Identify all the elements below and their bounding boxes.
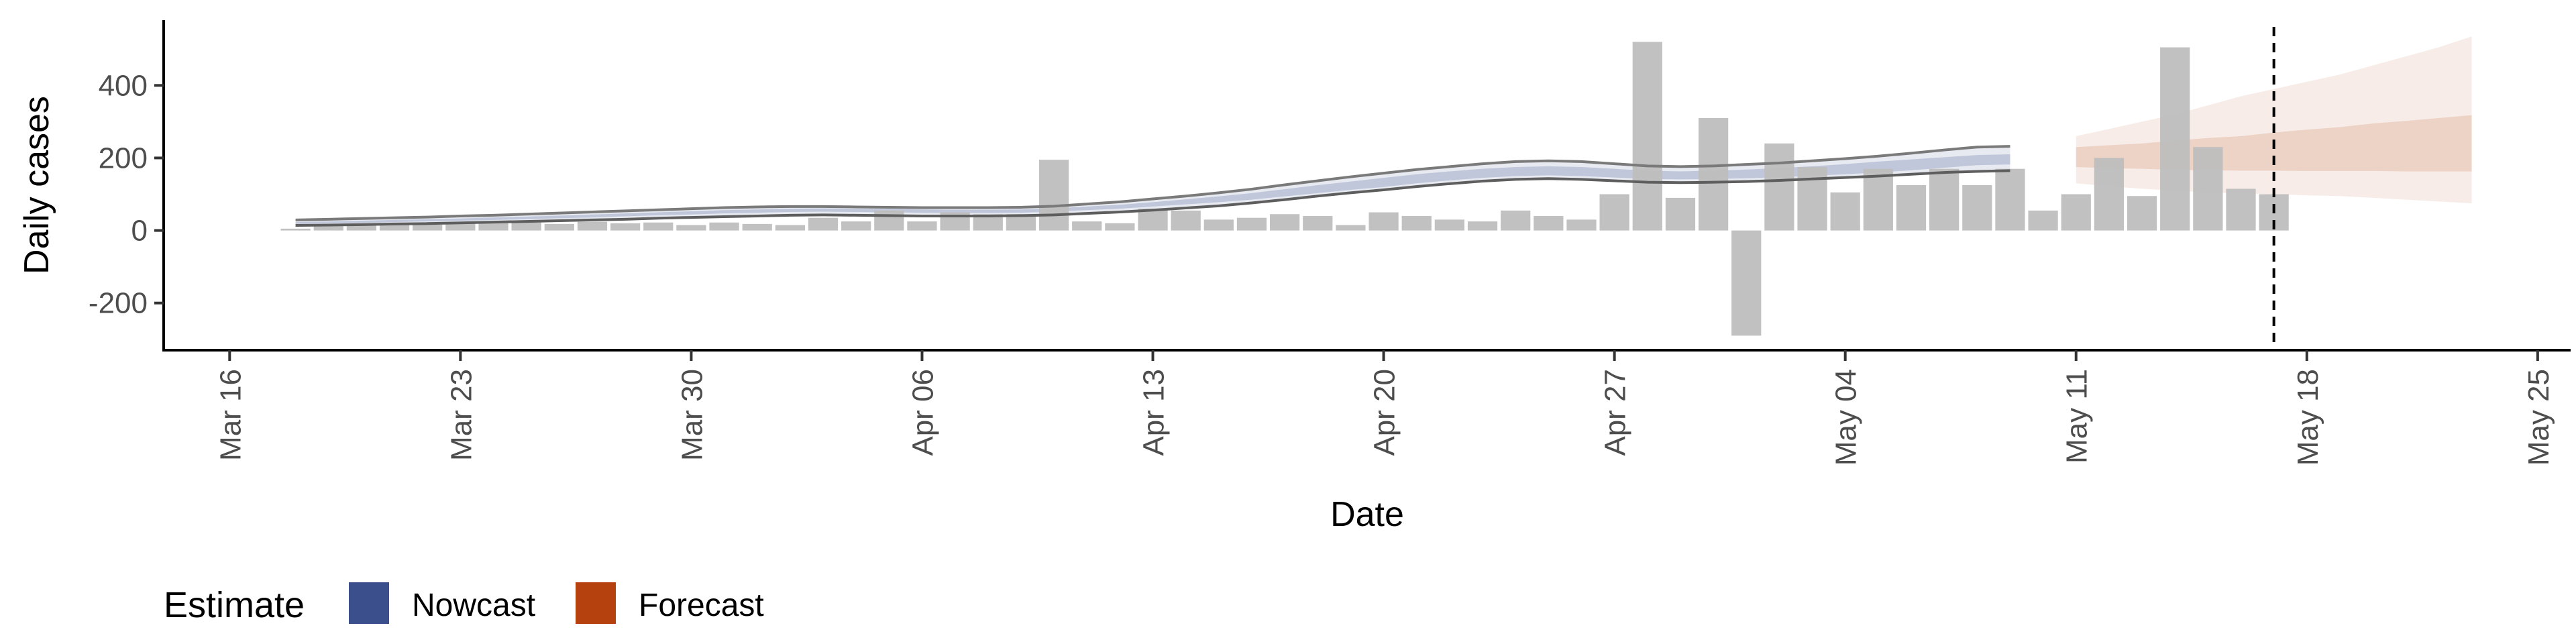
x-tick-label: Mar 23 (445, 369, 478, 461)
case-bar (676, 225, 706, 231)
case-bar (1797, 166, 1827, 231)
y-ticks: -200 0 200 400 (89, 69, 164, 320)
case-bar (2094, 158, 2125, 231)
y-axis-title: Daily cases (17, 96, 56, 274)
legend-swatch-nowcast (349, 582, 389, 624)
case-bar (1698, 117, 1729, 231)
y-tick-label: 400 (99, 69, 148, 102)
x-tick-label: May 25 (2522, 369, 2555, 466)
case-bar (413, 224, 443, 231)
case-bar (1236, 217, 1267, 231)
case-bar (1171, 210, 1201, 231)
x-tick-label: Apr 27 (1599, 369, 1632, 456)
legend: Estimate Nowcast Forecast (164, 582, 764, 625)
case-bar (742, 223, 772, 231)
x-tick-label: May 04 (1830, 369, 1863, 466)
case-bar (1072, 221, 1102, 231)
case-bar (2193, 147, 2223, 231)
x-axis-title: Date (1330, 495, 1404, 534)
y-tick-label: 0 (131, 215, 148, 248)
case-bar (1764, 143, 1794, 231)
case-bar (1665, 197, 1696, 231)
case-bar (874, 210, 904, 231)
nowcast-ribbon-outer (295, 146, 2010, 226)
case-bar (1105, 223, 1135, 231)
case-bar (643, 222, 674, 231)
case-bar (1368, 212, 1399, 231)
case-bar (2226, 189, 2256, 231)
case-bar (1731, 230, 1762, 336)
axes (162, 20, 2571, 352)
case-bar (907, 221, 937, 231)
case-bar (1929, 168, 1960, 231)
case-bar (1632, 42, 1662, 231)
case-bar (1863, 168, 1893, 231)
case-bar (445, 223, 476, 231)
case-bar (1896, 185, 1927, 231)
legend-swatch-forecast (576, 582, 616, 624)
case-bar (2061, 194, 2091, 231)
case-bar (478, 222, 508, 231)
case-bar (1566, 219, 1597, 231)
case-bar (1434, 219, 1464, 231)
nowcast-upper-outline (295, 145, 2010, 221)
x-tick-label: Apr 13 (1138, 369, 1171, 456)
case-bar (1336, 225, 1366, 231)
nowcast-lower-outline (295, 169, 2010, 227)
y-tick-label: -200 (89, 287, 148, 320)
x-ticks: Mar 16 Mar 23 Mar 30 Apr 06 Apr 13 Apr 20 Apr … (214, 350, 2555, 466)
case-bar (709, 222, 739, 231)
case-bar (1303, 215, 1333, 231)
case-bar (313, 226, 343, 231)
case-bar (841, 221, 871, 231)
legend-title: Estimate (164, 585, 305, 625)
case-bar (2160, 47, 2190, 231)
case-bar (1138, 209, 1168, 231)
x-tick-label: Apr 06 (906, 369, 939, 456)
case-bar (280, 228, 311, 231)
nowcast-ribbon-inner (295, 154, 2010, 224)
nowcast-outline-layer (295, 145, 2010, 227)
case-bar (1270, 214, 1300, 231)
case-bar (346, 225, 377, 231)
case-bar (379, 223, 410, 231)
y-tick-label: 200 (99, 142, 148, 174)
legend-label-nowcast: Nowcast (412, 588, 535, 623)
bars-layer (280, 42, 2289, 336)
case-bar (2028, 210, 2058, 231)
case-bar (1501, 210, 1531, 231)
case-bar (1467, 221, 1498, 231)
case-bar (577, 221, 608, 231)
x-tick-label: Mar 30 (676, 369, 708, 461)
case-bar (1599, 194, 1629, 231)
case-bar (1534, 215, 1564, 231)
case-bar (1038, 160, 1069, 231)
case-bar (775, 225, 805, 231)
x-tick-label: Apr 20 (1368, 369, 1401, 456)
case-bar (1401, 215, 1432, 231)
legend-label-forecast: Forecast (639, 588, 764, 623)
case-bar (808, 217, 839, 231)
x-tick-label: May 11 (2061, 369, 2094, 464)
x-tick-label: Mar 16 (214, 369, 247, 461)
x-tick-label: May 18 (2292, 369, 2324, 466)
case-bar (1962, 185, 1992, 231)
case-bar (1995, 168, 2025, 231)
case-bar (2127, 196, 2157, 231)
case-bar (1203, 219, 1234, 231)
case-bar (511, 221, 541, 231)
case-bar (1830, 192, 1860, 231)
case-bar (544, 223, 574, 231)
case-bar (610, 223, 641, 231)
